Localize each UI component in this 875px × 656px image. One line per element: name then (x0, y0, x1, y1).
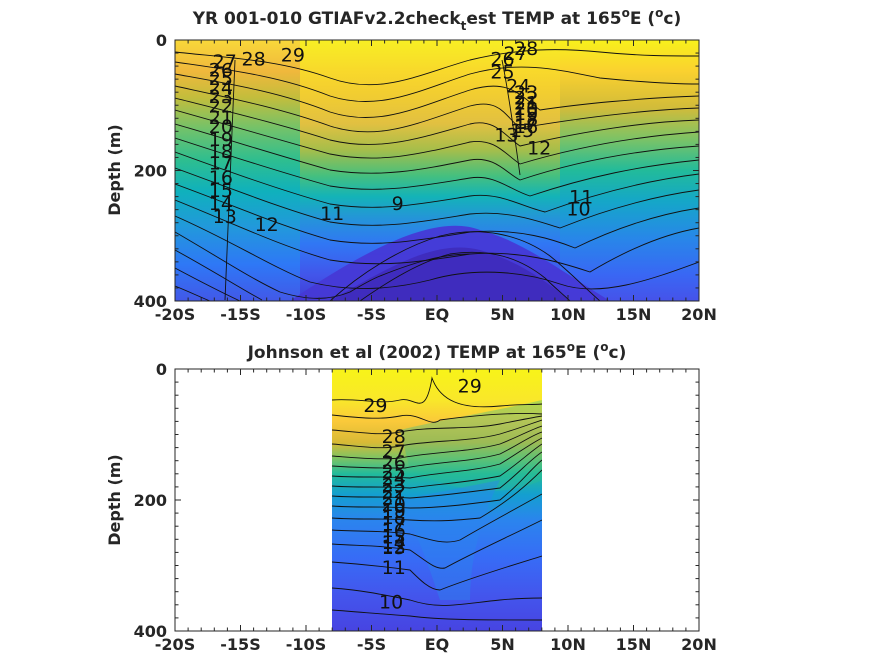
contour-label: 20 (514, 98, 538, 120)
contour-label: 11 (382, 557, 406, 579)
contour-label: 17 (209, 153, 233, 175)
bottom-contour-labels: 29 29 282726252423222120191817161514131211… (363, 375, 482, 613)
contour-label: 22 (209, 95, 233, 117)
bottom-chart-title: Johnson et al (2002) TEMP at 165oE (oc) (247, 340, 627, 363)
contour-label: 18 (382, 507, 406, 529)
y-tick-label: 200 (134, 491, 167, 510)
top-chart-title: YR 001-010 GTIAFv2.2checktest TEMP at 16… (192, 6, 682, 33)
x-tick-label: -5S (357, 635, 386, 654)
contour-label: 16 (382, 520, 406, 542)
contour-label: 26 (209, 59, 233, 81)
top-axis-ticks: -20S -15S -10S -5S EQ 5N 10N 15N 20N 0 200 400 (134, 31, 717, 324)
x-tick-label: 20N (681, 305, 717, 324)
contour-label: 15 (382, 527, 406, 549)
contour-label: 29 (281, 44, 305, 66)
contour-label: 14 (382, 532, 406, 554)
contour-label: 21 (209, 107, 233, 129)
contour-label: 25 (209, 68, 233, 90)
contour-label: 23 (382, 474, 406, 496)
bottom-axis-ticks: -20S -15S -10S -5S EQ 5N 10N 15N 20N 0 200 400 (134, 360, 717, 654)
x-tick-label: EQ (425, 635, 450, 654)
x-tick-label: -20S (155, 305, 195, 324)
contour-label: 13 (494, 125, 518, 147)
contour-label: 12 (255, 214, 279, 236)
x-tick-label: -20S (155, 635, 195, 654)
contour-label: 15 (209, 180, 233, 202)
contour-label: 25 (490, 61, 514, 83)
contour-label: 22 (514, 87, 538, 109)
contour-label: 20 (209, 116, 233, 138)
contour-label: 16 (514, 116, 538, 138)
x-tick-label: 5N (490, 635, 515, 654)
top-isotherms (175, 49, 699, 301)
contour-label: 29 (363, 395, 387, 417)
contour-label: 19 (382, 500, 406, 522)
contour-label: 24 (506, 76, 530, 98)
x-tick-label: -10S (286, 305, 326, 324)
y-tick-label: 0 (156, 360, 167, 379)
x-tick-label: 10N (550, 635, 586, 654)
contour-label: 18 (514, 108, 538, 130)
contour-label: 15 (510, 120, 534, 142)
contour-label: 10 (566, 198, 590, 220)
x-tick-label: 10N (550, 305, 586, 324)
contour-label: 24 (209, 77, 233, 99)
contour-label: 21 (382, 487, 406, 509)
x-tick-label: -10S (286, 635, 326, 654)
y-tick-label: 200 (134, 162, 167, 181)
contour-label: 11 (320, 203, 344, 225)
contour-label: 23 (514, 82, 538, 104)
contour-label: 19 (514, 103, 538, 125)
contour-label: 10 (379, 592, 403, 614)
contour-label: 27 (213, 51, 237, 73)
y-tick-label: 400 (134, 622, 167, 641)
contour-label: 26 (382, 452, 406, 474)
contour-label: 18 (209, 141, 233, 163)
contour-label: 27 (382, 441, 406, 463)
contour-label: 11 (569, 187, 593, 209)
contour-label: 25 (382, 461, 406, 483)
x-tick-label: -5S (357, 305, 386, 324)
x-tick-label: -15S (220, 635, 260, 654)
contour-label: 29 (458, 375, 482, 397)
bottom-isotherms (332, 376, 542, 621)
x-tick-label: 5N (490, 305, 515, 324)
contour-label: 19 (209, 129, 233, 151)
bottom-contour-fill: 29 29 282726252423222120191817161514131211… (332, 369, 542, 631)
x-tick-label: 20N (681, 635, 717, 654)
x-tick-label: -15S (220, 305, 260, 324)
contour-label: 13 (382, 537, 406, 559)
contour-label: 13 (213, 206, 237, 228)
x-tick-label: 15N (616, 305, 652, 324)
contour-label: 16 (209, 167, 233, 189)
contour-label: 21 (514, 93, 538, 115)
contour-label: 17 (514, 112, 538, 134)
contour-label: 20 (382, 494, 406, 516)
contour-label: 12 (382, 536, 406, 558)
contour-label: 14 (209, 193, 233, 215)
contour-label: 26 (490, 48, 514, 70)
x-tick-label: 15N (616, 635, 652, 654)
contour-label: 23 (209, 86, 233, 108)
bottom-y-axis-label: Depth (m) (105, 454, 124, 546)
y-tick-label: 400 (134, 292, 167, 311)
bottom-panel: 29 29 282726252423222120191817161514131211… (105, 340, 717, 654)
contour-label: 24 (382, 468, 406, 490)
contour-label: 28 (514, 38, 538, 60)
x-tick-label: EQ (425, 305, 450, 324)
y-tick-label: 0 (156, 31, 167, 50)
contour-label: 12 (527, 138, 551, 160)
contour-label: 22 (382, 481, 406, 503)
contour-label: 28 (242, 48, 266, 70)
contour-label: 9 (392, 193, 404, 215)
contour-label: 17 (382, 514, 406, 536)
contour-label: 27 (504, 43, 528, 65)
top-y-axis-label: Depth (m) (105, 124, 124, 216)
contour-label: 28 (382, 426, 406, 448)
